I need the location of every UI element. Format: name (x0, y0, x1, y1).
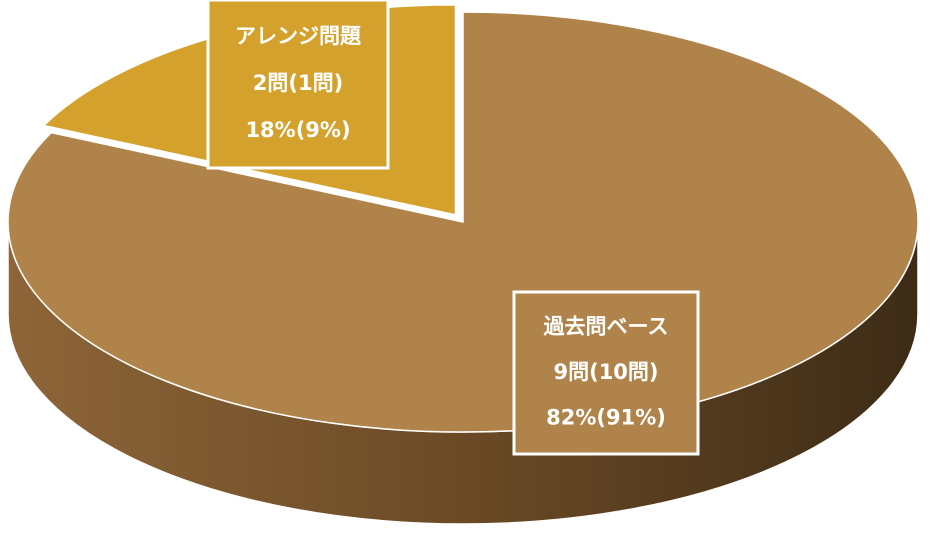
label-box (206, 0, 390, 170)
label-box (512, 290, 700, 456)
slice-label: 過去問ベース (544, 315, 669, 339)
slice-detail: 2問(1問) (253, 71, 343, 95)
slice-label: アレンジ問題 (235, 24, 362, 48)
value-label: 18%(9%) (245, 118, 350, 142)
slice-detail: 9問(10問) (553, 360, 658, 384)
value-label: 82%(91%) (546, 405, 666, 429)
